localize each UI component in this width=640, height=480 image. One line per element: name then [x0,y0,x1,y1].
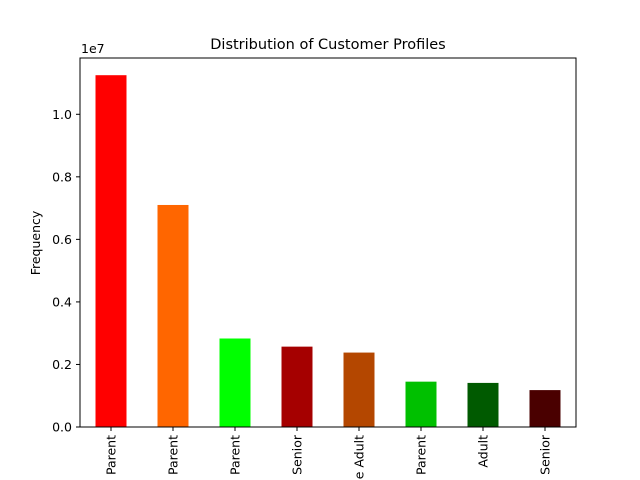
y-axis-ticks: 0.0 0.2 0.4 0.6 0.8 1.0 [52,107,80,435]
y-tick-label: 0.4 [52,294,72,309]
y-axis-label: Frequency [28,210,43,275]
x-tick-label: Parent [228,435,243,475]
chart-title: Distribution of Customer Profiles [210,37,445,53]
x-tick-label: Parent [166,435,181,475]
x-tick-label: Parent [104,435,119,475]
y-tick-label: 0.2 [52,357,72,372]
x-tick-label: Parent [414,435,429,475]
bar-7 [467,382,499,427]
x-tick-label: Adult [476,435,491,468]
y-axis-offset-label: 1e7 [81,41,105,56]
x-tick-label: Senior [290,434,305,475]
plot-frame [79,57,577,428]
bar-8 [529,390,561,427]
x-tick-label: e Adult [352,435,367,479]
bar-3 [219,338,251,427]
y-tick-label: 1.0 [52,107,72,122]
bar-1 [95,75,127,427]
y-tick-label: 0.0 [52,420,72,435]
bar-2 [157,204,189,427]
bar-5 [343,352,375,427]
bar-6 [405,381,437,427]
bar-4 [281,346,313,427]
bars-group [95,75,561,427]
y-tick-label: 0.6 [52,232,72,247]
y-tick-label: 0.8 [52,169,72,184]
x-tick-label: Senior [538,434,553,475]
x-axis-ticks: Parent Parent Parent Senior e Adult Parent Adu… [104,427,553,479]
